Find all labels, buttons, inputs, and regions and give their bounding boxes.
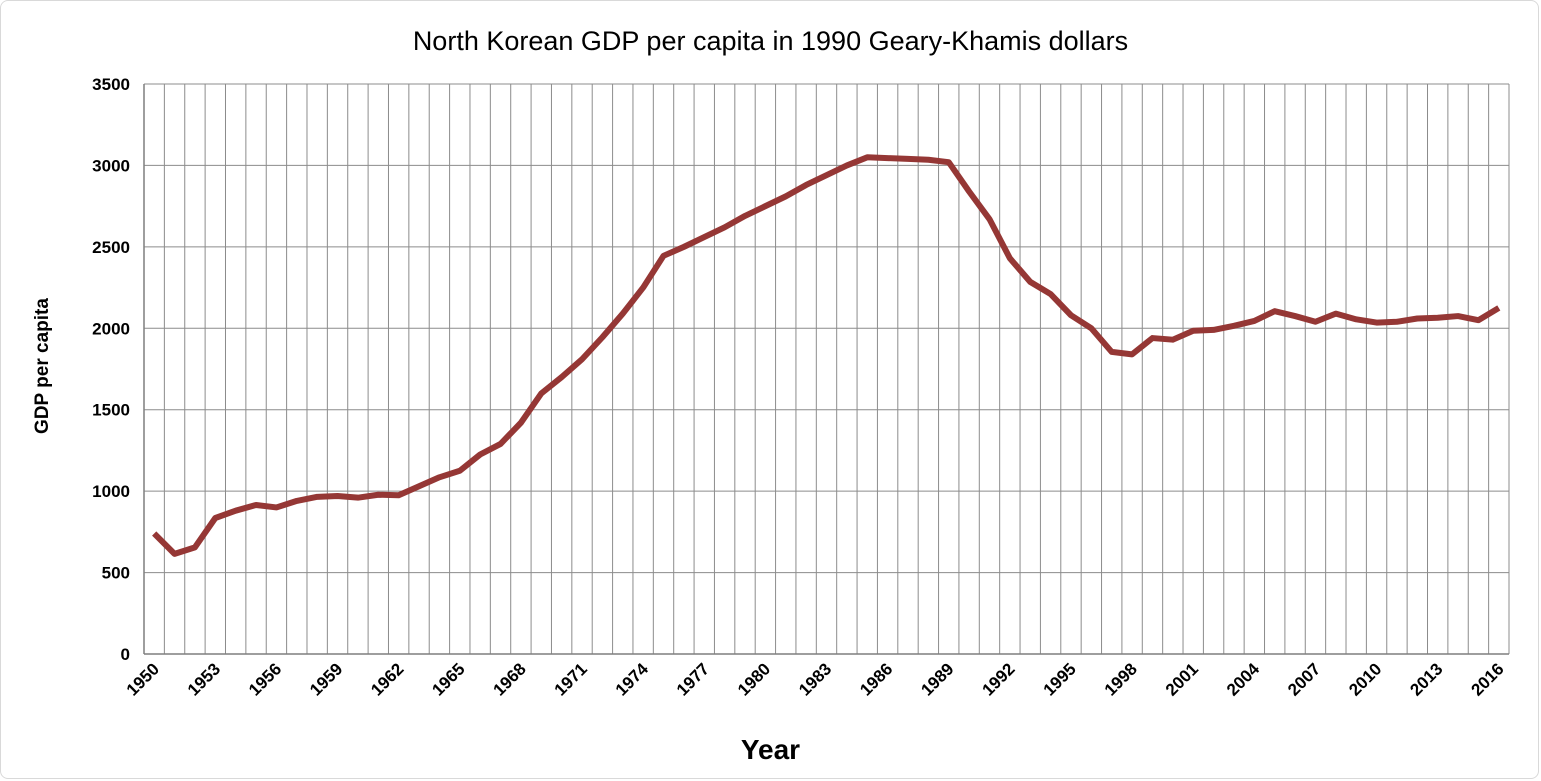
x-tick-label: 1974: [612, 659, 653, 700]
x-tick-label: 1962: [367, 659, 407, 699]
y-tick-label: 0: [121, 645, 130, 664]
x-tick-label: 1959: [306, 659, 346, 699]
chart-title: North Korean GDP per capita in 1990 Gear…: [412, 26, 1129, 56]
x-axis-label: Year: [740, 734, 801, 765]
gridlines: [143, 83, 1510, 655]
x-tick-label: 1998: [1101, 659, 1141, 699]
x-tick-label: 2016: [1467, 659, 1507, 699]
y-tick-label: 3000: [92, 156, 130, 175]
y-tick-label: 3500: [92, 75, 130, 94]
x-tick-label: 2001: [1162, 659, 1202, 699]
x-tick-label: 1971: [551, 659, 591, 699]
series-group: [152, 154, 1501, 557]
x-tick-label: 2013: [1406, 659, 1446, 699]
x-tick-label: 1956: [245, 659, 285, 699]
y-tick-label: 500: [102, 564, 130, 583]
x-tick-label: 1983: [795, 659, 835, 699]
x-tick-label: 1995: [1040, 659, 1080, 699]
y-tick-label: 2500: [92, 238, 130, 257]
x-tick-label: 2010: [1345, 659, 1385, 699]
x-tick-label: 1965: [428, 659, 468, 699]
y-tick-label: 1000: [92, 482, 130, 501]
x-tick-label: 1953: [184, 659, 224, 699]
x-tick-labels: 1950 1953 1956 1959 1962 1965 1968 1971 1974 1977…: [123, 659, 1508, 700]
x-tick-label: 1968: [490, 659, 530, 699]
x-tick-label: 1986: [856, 659, 896, 699]
x-tick-label: 2007: [1284, 659, 1324, 699]
y-tick-label: 1500: [92, 401, 130, 420]
x-tick-label: 1992: [979, 659, 1019, 699]
y-tick-label: 2000: [92, 319, 130, 338]
x-tick-label: 1977: [673, 659, 713, 699]
x-tick-label: 1980: [734, 659, 774, 699]
x-tick-label: 1950: [123, 659, 163, 699]
x-tick-label: 2004: [1223, 659, 1264, 700]
x-tick-label: 1989: [917, 659, 957, 699]
series-line: [152, 154, 1501, 557]
y-tick-labels: 0 500 1000 1500 2000 2500 3000 3500: [92, 75, 130, 664]
